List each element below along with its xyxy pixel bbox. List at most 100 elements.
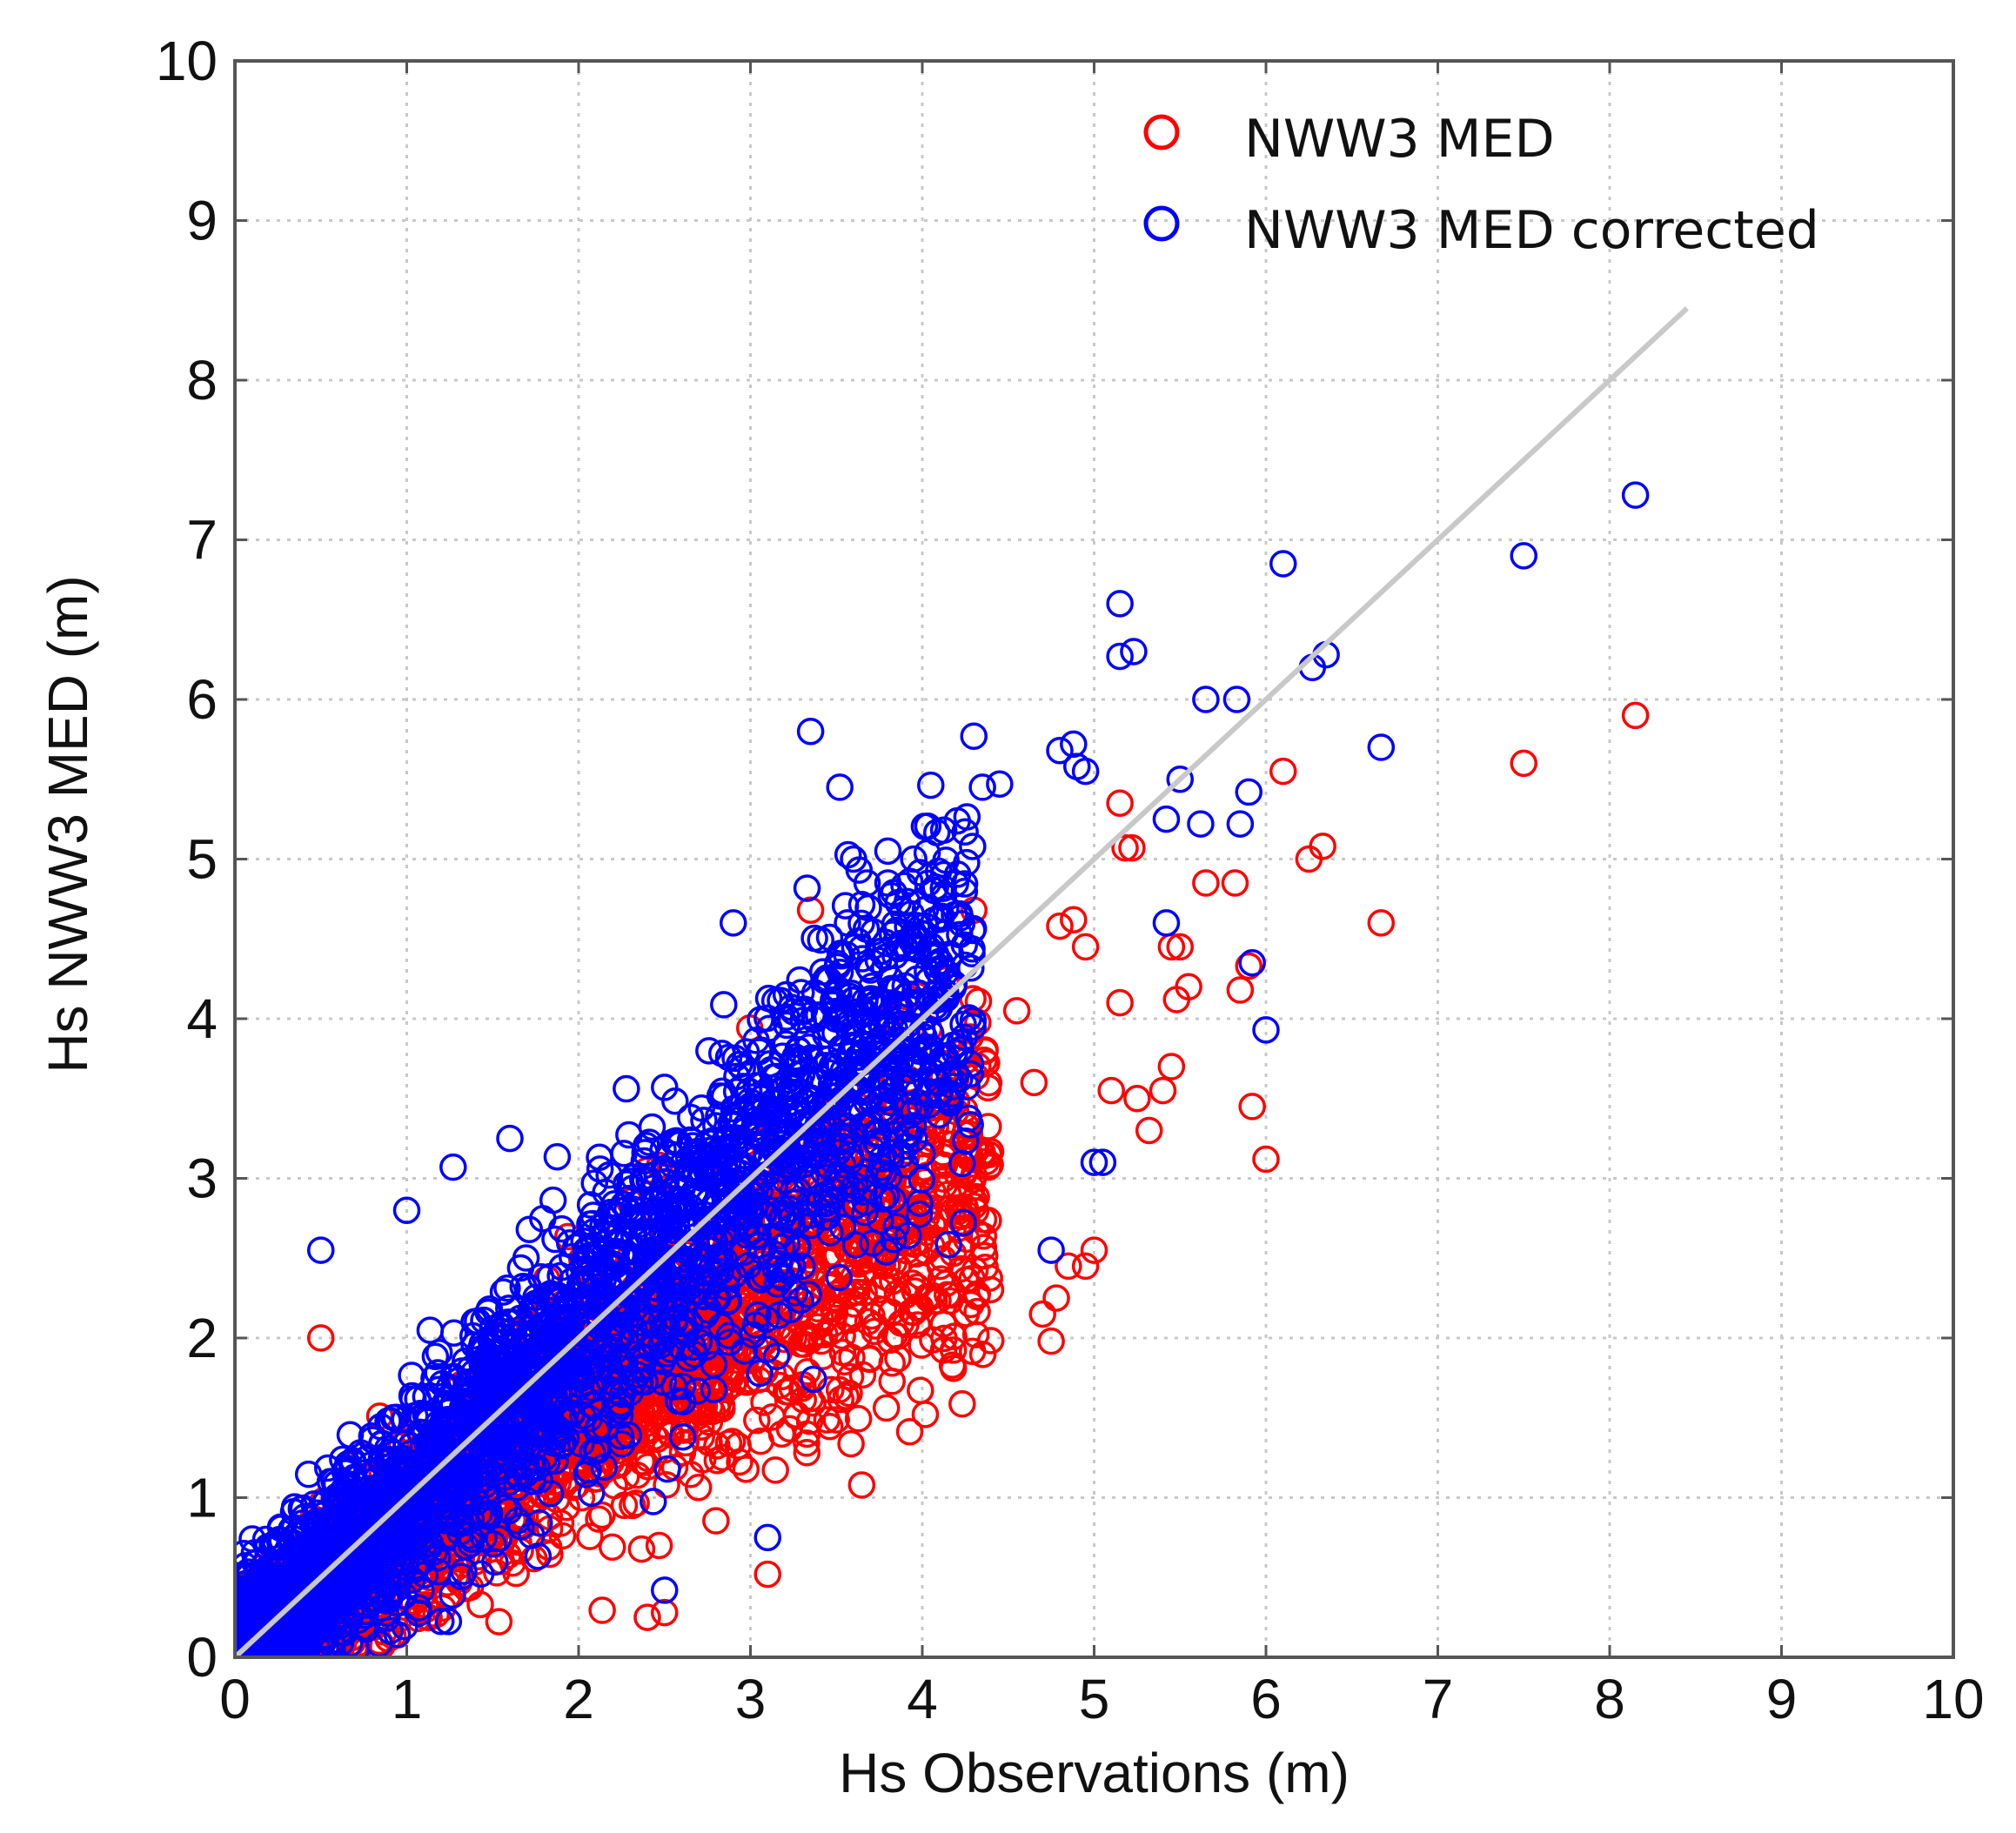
data-points [235,481,1650,1657]
point-nww3-med [702,1507,730,1535]
point-nww3-med-outlier [1097,1076,1125,1105]
point-nww3-med-corrected [543,1142,572,1171]
point-nww3-med [652,1366,680,1394]
point-nww3-med-corrected [834,840,862,869]
point-nww3-med-corrected [787,1286,814,1315]
point-nww3-med-corrected [864,947,893,974]
point-nww3-med-corrected [661,1087,689,1115]
point-nww3-med-outlier [1226,976,1255,1004]
point-nww3-med-outlier [1037,1327,1065,1355]
point-nww3-med [820,1284,848,1312]
point-nww3-med-outlier [1157,1053,1186,1080]
point-nww3-med-corrected [710,991,738,1019]
point-nww3-med-corrected [905,1201,934,1228]
point-nww3-med-corrected [590,1453,619,1482]
point-nww3-med-corrected [797,1211,826,1240]
point-nww3-med [865,1275,893,1304]
point-nww3-med-outlier [1192,869,1220,897]
point-nww3-med-corrected [786,1046,814,1074]
point-nww3-med-corrected [555,1228,584,1257]
point-nww3-med-corrected [391,1612,419,1641]
point-nww3-med-corrected [950,1023,978,1052]
point-nww3-med [911,1401,940,1428]
point-nww3-med-corrected [512,1460,540,1488]
point-nww3-med [970,1241,999,1270]
point-nww3-med-outlier [633,1603,661,1631]
point-nww3-med-corrected [520,1292,549,1320]
point-nww3-med-corrected [744,1301,772,1329]
point-nww3-med [765,1338,794,1367]
point-nww3-med [822,1406,850,1434]
point-nww3-med-corrected [825,1263,854,1292]
point-nww3-med [906,1261,934,1290]
point-nww3-med-corrected [536,1262,564,1291]
point-nww3-med [934,1181,962,1208]
point-nww3-med-outlier [1235,952,1263,980]
point-nww3-med [976,1327,1005,1355]
point-nww3-med [772,1378,800,1406]
point-nww3-med [714,1429,743,1457]
point-nww3-med [820,1294,848,1323]
point-nww3-med-corrected [416,1316,445,1344]
grid-lines [235,61,1953,1657]
point-nww3-med-corrected [607,1430,636,1458]
point-nww3-med [837,1429,865,1458]
point-nww3-med-corrected [238,1525,266,1553]
point-nww3-med [750,1388,778,1416]
point-nww3-med-corrected [890,872,918,900]
point-nww3-med [546,1509,575,1537]
point-nww3-med [687,1423,715,1451]
point-nww3-med [599,1533,626,1562]
point-nww3-med [619,1491,646,1520]
point-nww3-med-corrected [879,1186,907,1214]
point-nww3-med-corrected [313,1454,342,1482]
point-nww3-med-outlier [1055,1252,1082,1281]
point-nww3-med-corrected [959,916,987,945]
point-nww3-med [903,1294,932,1322]
point-nww3-med-corrected [830,1124,858,1152]
point-nww3-med [815,1412,844,1441]
point-nww3-med-outlier [1175,973,1202,1001]
point-nww3-med-outlier [1269,757,1297,786]
point-nww3-med-corrected [600,1190,628,1218]
point-nww3-med [622,1489,650,1517]
point-nww3-med-outlier [1071,933,1100,961]
point-nww3-med [793,1438,821,1467]
point-nww3-med-outlier [1621,701,1650,730]
point-nww3-med [653,1471,680,1499]
point-nww3-med-corrected [620,1243,649,1271]
point-nww3-med-corrected [864,1131,892,1159]
point-nww3-med-outlier [1106,789,1134,818]
point-nww3-med-corrected [906,1189,934,1217]
point-nww3-med [900,1298,928,1327]
point-nww3-med-outlier [796,896,825,924]
point-nww3-med [796,1384,825,1413]
point-nww3-med-outlier [307,1324,335,1352]
point-nww3-med-corrected [509,1272,537,1301]
point-nww3-med-outlier [1309,833,1336,860]
point-nww3-med-corrected [796,1084,825,1112]
point-nww3-med-outlier [651,1598,679,1627]
point-nww3-med [929,1245,957,1273]
point-nww3-med-corrected [421,1342,450,1371]
point-nww3-med-corrected [790,995,819,1023]
point-nww3-med-corrected [878,920,907,948]
point-nww3-med [872,1394,901,1422]
point-nww3-med-corrected [495,1294,523,1322]
point-nww3-med [627,1535,656,1563]
point-nww3-med-outlier [1060,906,1088,933]
point-nww3-med [891,1161,920,1189]
point-nww3-med [553,1493,580,1522]
point-nww3-med [732,1455,760,1483]
point-nww3-med-corrected [506,1254,535,1282]
point-nww3-med-outlier [1221,869,1249,897]
point-nww3-med [719,1370,747,1398]
point-nww3-med-outlier [1123,1085,1151,1113]
point-nww3-med-corrected [633,1131,660,1160]
point-nww3-med [645,1531,673,1560]
point-nww3-med-corrected [606,1402,634,1429]
point-nww3-med-corrected [831,1112,860,1140]
point-nww3-med-outlier [1510,749,1537,778]
point-nww3-med-corrected [493,1274,521,1302]
